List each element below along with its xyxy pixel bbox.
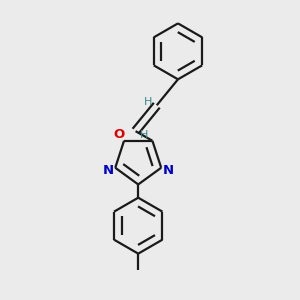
Text: O: O	[114, 128, 125, 141]
Text: H: H	[144, 97, 152, 107]
Text: N: N	[163, 164, 174, 177]
Text: H: H	[140, 130, 148, 140]
Text: N: N	[102, 164, 113, 177]
